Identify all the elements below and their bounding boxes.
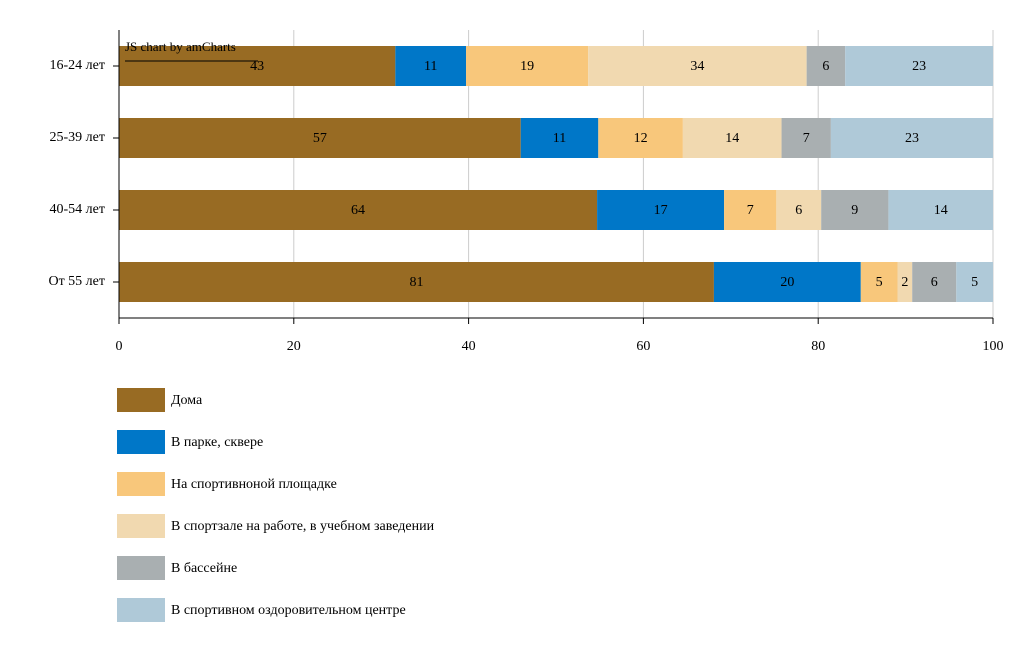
bar-segment [845,46,993,86]
x-tick-label: 60 [636,339,650,354]
data-label: 23 [905,131,919,146]
legend-swatch [117,472,165,496]
data-label: 14 [725,131,739,146]
bar-segment [897,262,913,302]
bar-segment [806,46,846,86]
credit: JS chart by amCharts [125,39,236,54]
x-tick-label: 0 [116,339,123,354]
legend-label: В спортзале на работе, в учебном заведен… [171,519,435,534]
y-tick-label: 16-24 лет [50,58,105,73]
y-tick-label: 25-39 лет [50,130,105,145]
data-label: 9 [851,203,858,218]
bar-segment [119,190,598,230]
data-label: 14 [934,203,948,218]
data-label: 5 [971,275,978,290]
bar-segment [821,190,889,230]
bar-segment [781,118,831,158]
bar-segment [520,118,599,158]
x-tick-label: 20 [287,339,301,354]
legend-swatch [117,514,165,538]
data-label: 7 [747,203,754,218]
legend-swatch [117,598,165,622]
bar-segment [395,46,467,86]
data-label: 2 [901,275,908,290]
bar-segment [466,46,589,86]
data-label: 5 [876,275,883,290]
legend-label: В парке, сквере [171,435,263,450]
x-tick-label: 80 [811,339,825,354]
data-label: 12 [634,131,648,146]
bar-segment [912,262,957,302]
data-label: 34 [690,59,704,74]
bar-segment [860,262,898,302]
y-tick-label: 40-54 лет [50,202,105,217]
bar-segment [888,190,993,230]
y-tick-label: От 55 лет [48,274,105,289]
data-label: 20 [780,275,794,290]
data-label: 19 [520,59,534,74]
bar-segment [724,190,777,230]
legend-label: В бассейне [171,561,237,576]
bar-segment [776,190,822,230]
data-label: 64 [351,203,365,218]
legend-swatch [117,388,165,412]
bar-segment [830,118,993,158]
bar-segment [713,262,861,302]
legend-label: Дома [171,393,203,408]
data-label: 81 [409,275,423,290]
x-tick-label: 40 [462,339,476,354]
data-label: 11 [424,59,437,74]
data-label: 11 [553,131,566,146]
bar-segment [956,262,993,302]
bar-segment [119,262,714,302]
bar-segment [598,118,683,158]
legend-label: В спортивном оздоровительном центре [171,603,406,618]
bar-segment [119,46,396,86]
legend-swatch [117,430,165,454]
data-label: 43 [250,59,264,74]
data-label: 6 [822,59,829,74]
legend-swatch [117,556,165,580]
data-label: 17 [654,203,668,218]
data-label: 6 [931,275,938,290]
data-label: 6 [795,203,802,218]
data-label: 57 [313,131,327,146]
x-tick-label: 100 [983,339,1004,354]
legend-label: На спортивноной площадке [171,477,337,492]
bar-segment [119,118,521,158]
bar-segment [682,118,782,158]
data-label: 7 [803,131,810,146]
data-label: 23 [912,59,926,74]
bar-segment [597,190,725,230]
bar-segment [588,46,807,86]
